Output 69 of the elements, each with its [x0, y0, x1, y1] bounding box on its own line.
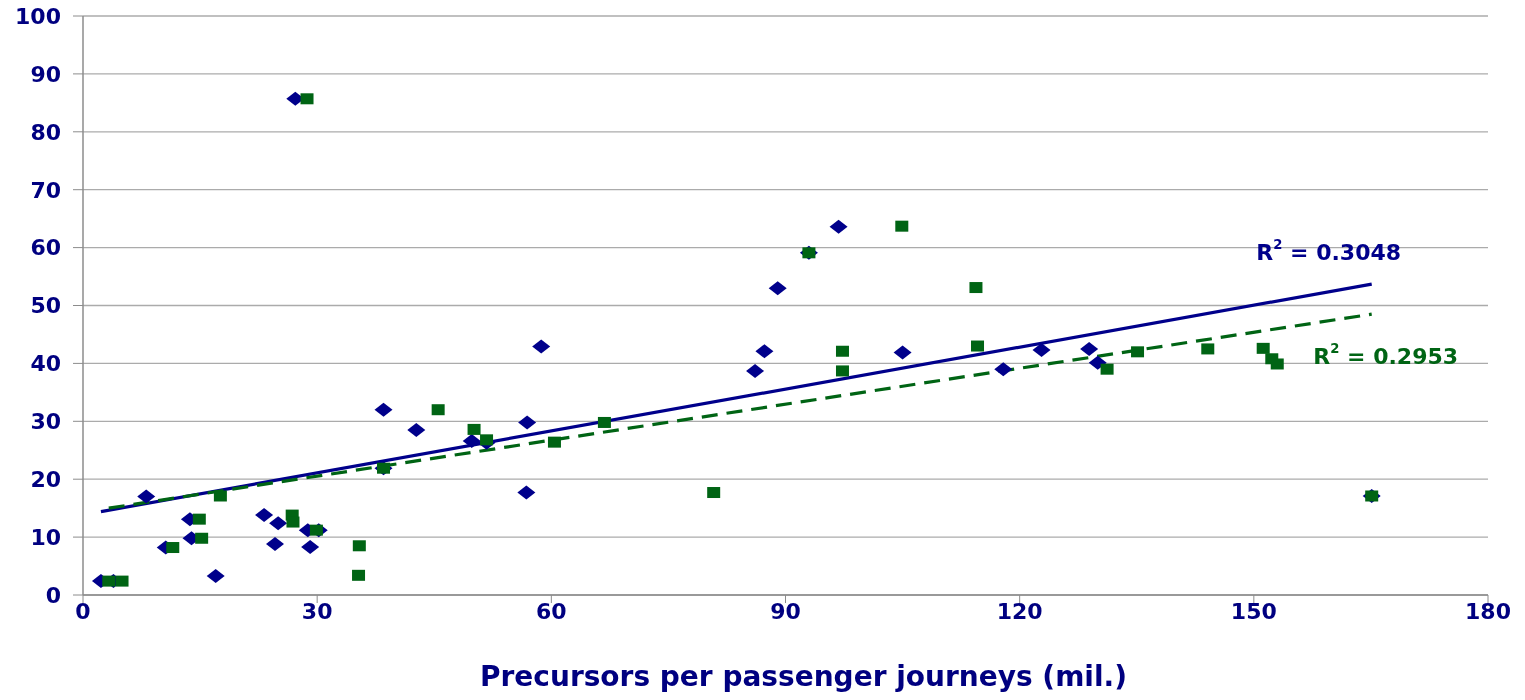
y-tick-label: 0	[45, 582, 61, 608]
point	[707, 487, 721, 499]
point	[115, 575, 129, 587]
point	[206, 568, 225, 583]
x-axis-title: Precursors per passenger journeys (mil.)	[480, 660, 1127, 693]
point	[269, 516, 288, 531]
point	[266, 537, 285, 552]
point	[286, 516, 300, 528]
point	[893, 345, 912, 360]
point	[213, 490, 227, 502]
y-tick-label: 80	[30, 119, 61, 145]
point	[192, 513, 206, 525]
y-tick-label: 100	[15, 3, 61, 29]
point	[547, 436, 561, 448]
point	[768, 281, 787, 296]
point	[1032, 343, 1051, 358]
point	[300, 93, 314, 105]
point	[1088, 355, 1107, 370]
point	[1256, 342, 1270, 354]
x-tick-label: 120	[996, 598, 1043, 624]
x-tick-label: 30	[301, 598, 333, 624]
x-tick-label: 90	[770, 598, 801, 624]
point	[467, 423, 481, 435]
point	[829, 219, 848, 234]
point	[301, 539, 320, 554]
y-tick-label: 10	[30, 524, 61, 550]
point	[994, 362, 1013, 377]
point	[518, 415, 537, 430]
point	[195, 532, 209, 544]
y-tick-label: 30	[30, 409, 61, 435]
point	[431, 404, 445, 416]
point	[137, 489, 156, 504]
point	[255, 508, 274, 523]
point	[971, 340, 985, 352]
y-tick-label: 90	[30, 61, 61, 87]
point	[969, 282, 983, 294]
point	[1201, 343, 1215, 355]
point	[1270, 358, 1284, 370]
annotation: R$^{2}$ = 0.2953	[1313, 341, 1459, 369]
point	[462, 433, 481, 448]
point	[532, 339, 551, 354]
point	[835, 365, 849, 377]
y-tick-label: 40	[30, 351, 61, 377]
annotation: R$^{2}$ = 0.3048	[1256, 237, 1402, 265]
point	[407, 422, 426, 437]
x-tick-label: 180	[1465, 598, 1511, 624]
point	[1131, 346, 1145, 358]
y-tick-label: 50	[30, 293, 61, 319]
point	[517, 485, 536, 500]
point	[1100, 363, 1114, 375]
point	[352, 540, 366, 552]
y-tick-label: 20	[30, 467, 61, 493]
point	[102, 575, 116, 587]
point	[1080, 341, 1099, 356]
point	[480, 434, 494, 446]
point	[755, 344, 774, 359]
point	[309, 524, 323, 536]
x-tick-label: 150	[1230, 598, 1277, 624]
point	[746, 363, 765, 378]
point	[374, 402, 393, 417]
y-tick-label: 70	[30, 177, 61, 203]
x-tick-label: 60	[536, 598, 567, 624]
point	[895, 220, 909, 232]
y-tick-label: 60	[30, 235, 61, 261]
point	[166, 542, 180, 554]
point	[597, 416, 611, 428]
point	[835, 345, 849, 357]
x-tick-label: 0	[75, 598, 91, 624]
point	[352, 569, 366, 581]
